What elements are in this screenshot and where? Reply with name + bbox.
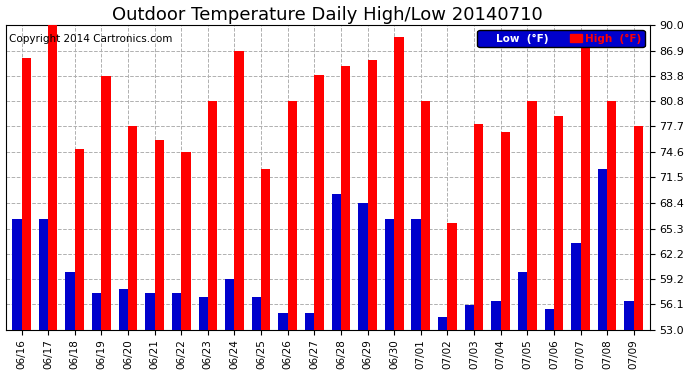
Bar (633, 126, 643, 330)
Bar (252, 297, 261, 330)
Bar (385, 219, 394, 330)
Bar (438, 318, 447, 330)
Bar (92, 293, 101, 330)
Bar (119, 289, 128, 330)
Bar (128, 126, 137, 330)
Bar (501, 132, 510, 330)
Bar (421, 101, 430, 330)
Bar (12, 219, 21, 330)
Bar (332, 194, 341, 330)
Bar (181, 152, 190, 330)
Bar (527, 101, 537, 330)
Bar (261, 169, 270, 330)
Bar (544, 309, 554, 330)
Bar (315, 75, 324, 330)
Bar (225, 279, 235, 330)
Bar (607, 101, 616, 330)
Bar (411, 219, 421, 330)
Bar (518, 272, 527, 330)
Bar (235, 51, 244, 330)
Bar (580, 38, 590, 330)
Bar (368, 60, 377, 330)
Bar (101, 76, 110, 330)
Bar (39, 219, 48, 330)
Bar (155, 140, 164, 330)
Bar (75, 148, 84, 330)
Text: Copyright 2014 Cartronics.com: Copyright 2014 Cartronics.com (9, 34, 172, 44)
Bar (21, 58, 31, 330)
Bar (474, 124, 484, 330)
Bar (358, 203, 368, 330)
Bar (465, 305, 474, 330)
Bar (288, 101, 297, 330)
Bar (48, 25, 57, 330)
Bar (394, 38, 404, 330)
Bar (624, 301, 633, 330)
Bar (554, 116, 563, 330)
Bar (172, 293, 181, 330)
Bar (341, 66, 351, 330)
Bar (278, 314, 288, 330)
Legend: Low  (°F), High  (°F): Low (°F), High (°F) (477, 30, 644, 46)
Bar (571, 243, 580, 330)
Bar (305, 314, 315, 330)
Bar (598, 169, 607, 330)
Bar (208, 101, 217, 330)
Bar (199, 297, 208, 330)
Bar (66, 272, 75, 330)
Bar (447, 223, 457, 330)
Bar (146, 293, 155, 330)
Bar (491, 301, 501, 330)
Title: Outdoor Temperature Daily High/Low 20140710: Outdoor Temperature Daily High/Low 20140… (112, 6, 543, 24)
